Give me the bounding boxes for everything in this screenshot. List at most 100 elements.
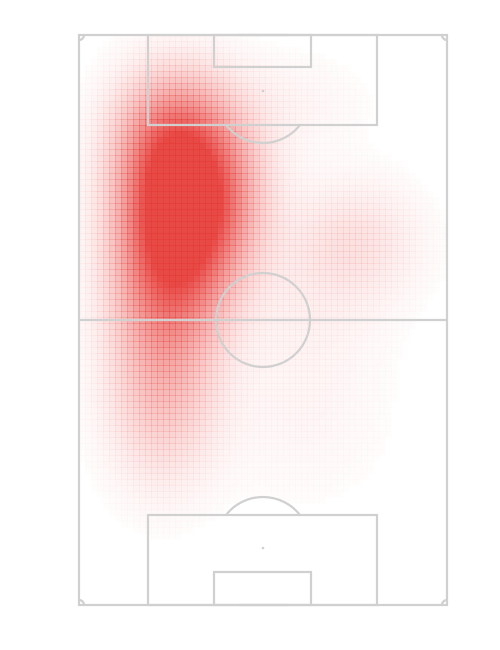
heat-cell bbox=[211, 185, 218, 192]
heat-cell bbox=[271, 173, 278, 180]
heat-cell bbox=[355, 257, 362, 264]
heat-cell bbox=[157, 203, 164, 210]
heat-cell bbox=[85, 173, 92, 180]
heat-cell bbox=[175, 359, 182, 366]
heat-cell bbox=[217, 449, 224, 456]
heat-cell bbox=[151, 47, 158, 54]
heat-cell bbox=[247, 95, 254, 102]
heat-cell bbox=[127, 143, 134, 150]
heat-cell bbox=[241, 263, 248, 270]
heat-cell bbox=[229, 359, 236, 366]
heat-cell bbox=[151, 83, 158, 90]
heat-cell bbox=[301, 131, 308, 138]
heat-cell bbox=[307, 107, 314, 114]
heat-cell bbox=[187, 323, 194, 330]
heat-cell bbox=[367, 395, 374, 402]
heat-cell bbox=[403, 233, 410, 240]
heat-cell bbox=[241, 251, 248, 258]
heat-cell bbox=[235, 203, 242, 210]
heat-cell bbox=[97, 467, 104, 474]
heat-cell bbox=[145, 497, 152, 504]
heat-cell bbox=[385, 407, 392, 414]
heat-cell bbox=[277, 407, 284, 414]
heat-cell bbox=[247, 359, 254, 366]
heat-cell bbox=[127, 383, 134, 390]
heat-cell bbox=[163, 167, 170, 174]
heat-cell bbox=[181, 485, 188, 492]
heat-cell bbox=[169, 143, 176, 150]
heat-cell bbox=[253, 383, 260, 390]
heat-cell bbox=[103, 125, 110, 132]
heat-cell bbox=[355, 413, 362, 420]
heat-cell bbox=[301, 125, 308, 132]
heat-cell bbox=[115, 353, 122, 360]
heat-cell bbox=[367, 383, 374, 390]
heat-cell bbox=[307, 473, 314, 480]
heat-cell bbox=[97, 161, 104, 168]
heat-cell bbox=[331, 185, 338, 192]
heat-cell bbox=[97, 395, 104, 402]
heat-cell bbox=[301, 473, 308, 480]
heat-cell bbox=[169, 95, 176, 102]
heat-cell bbox=[289, 179, 296, 186]
heat-cell bbox=[163, 413, 170, 420]
heat-cell bbox=[301, 461, 308, 468]
heat-cell bbox=[397, 197, 404, 204]
heat-cell bbox=[235, 287, 242, 294]
heat-cell bbox=[103, 443, 110, 450]
heat-cell bbox=[175, 125, 182, 132]
heat-cell bbox=[379, 281, 386, 288]
heat-cell bbox=[349, 359, 356, 366]
heat-cell bbox=[115, 419, 122, 426]
heat-cell bbox=[199, 383, 206, 390]
heat-cell bbox=[205, 275, 212, 282]
heat-cell bbox=[319, 431, 326, 438]
heat-cell bbox=[343, 443, 350, 450]
heat-cell bbox=[259, 167, 266, 174]
heat-cell bbox=[409, 287, 416, 294]
heat-cell bbox=[319, 251, 326, 258]
heat-cell bbox=[253, 311, 260, 318]
heat-cell bbox=[265, 221, 272, 228]
heat-cell bbox=[337, 191, 344, 198]
heat-cell bbox=[349, 287, 356, 294]
heat-cell bbox=[91, 83, 98, 90]
heat-cell bbox=[163, 35, 170, 42]
heat-cell bbox=[193, 41, 200, 48]
heat-cell bbox=[313, 497, 320, 504]
heat-cell bbox=[145, 401, 152, 408]
heat-cell bbox=[193, 353, 200, 360]
heat-cell bbox=[403, 197, 410, 204]
heat-cell bbox=[133, 239, 140, 246]
heat-cell bbox=[223, 473, 230, 480]
heat-cell bbox=[211, 503, 218, 510]
heat-cell bbox=[343, 179, 350, 186]
heat-cell bbox=[355, 239, 362, 246]
heat-cell bbox=[355, 377, 362, 384]
heat-cell bbox=[211, 335, 218, 342]
heat-cell bbox=[319, 89, 326, 96]
heat-cell bbox=[349, 383, 356, 390]
heat-cell bbox=[235, 179, 242, 186]
heat-cell bbox=[319, 455, 326, 462]
heat-cell bbox=[115, 383, 122, 390]
heat-cell bbox=[247, 371, 254, 378]
heat-cell bbox=[355, 389, 362, 396]
heat-cell bbox=[109, 353, 116, 360]
heat-cell bbox=[223, 119, 230, 126]
heat-cell bbox=[217, 77, 224, 84]
heat-cell bbox=[235, 83, 242, 90]
heat-cell bbox=[373, 323, 380, 330]
heat-cell bbox=[127, 455, 134, 462]
heat-cell bbox=[169, 221, 176, 228]
heat-cell bbox=[211, 497, 218, 504]
heat-cell bbox=[223, 71, 230, 78]
heat-cell bbox=[181, 347, 188, 354]
heat-cell bbox=[139, 311, 146, 318]
heat-cell bbox=[385, 305, 392, 312]
heat-cell bbox=[85, 191, 92, 198]
heat-cell bbox=[385, 191, 392, 198]
heat-cell bbox=[169, 359, 176, 366]
heat-cell bbox=[211, 431, 218, 438]
heat-cell bbox=[283, 353, 290, 360]
